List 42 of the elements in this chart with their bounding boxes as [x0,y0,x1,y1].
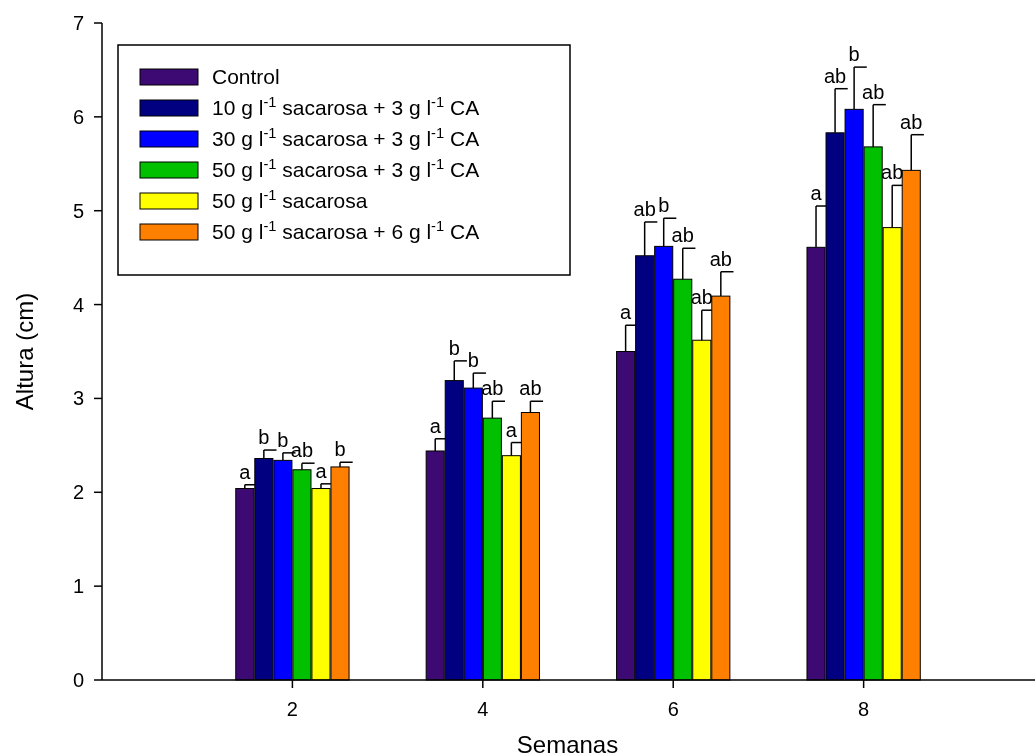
annotation: ab [633,197,656,220]
y-tick-label: 0 [72,669,84,691]
legend-label: 50 g l$^{-1}$ sacarosa [212,187,368,213]
annotation: ab [823,64,847,87]
x-tick-label: 8 [858,698,870,720]
annotation: b [258,426,270,449]
annotation: ab [290,439,314,462]
y-tick-label: 7 [72,12,84,34]
annotation: ab [481,377,504,400]
annotation: ab [671,224,694,247]
y-tick-label: 5 [72,199,84,222]
annotation: a [810,182,823,205]
legend-label: 50 g l$^{-1}$ sacarosa + 6 g l$^{-1}$ CA [212,218,480,244]
annotation: b [448,336,460,359]
y-axis-title: Altura (cm) [11,292,38,411]
legend-label: 30 g l$^{-1}$ sacarosa + 3 g l$^{-1}$ CA [212,125,480,151]
annotation: ab [900,110,923,133]
annotation: a [505,418,518,441]
annotation: b [334,438,346,461]
annotation: b [277,428,289,451]
y-tick-label: 1 [72,575,84,598]
x-tick-label: 6 [667,698,679,720]
annotation: b [467,349,479,372]
annotation: a [239,460,252,483]
annotation: b [658,194,670,217]
x-axis-title: Semanas [516,731,619,756]
legend-label: 10 g l$^{-1}$ sacarosa + 3 g l$^{-1}$ CA [212,94,480,120]
annotation: ab [862,80,885,103]
x-tick-label: 2 [286,698,298,720]
y-tick-label: 4 [72,293,84,316]
annotation: ab [519,377,542,400]
legend-label: Control [212,65,280,89]
x-tick-label: 4 [477,698,489,720]
annotation: b [848,43,860,66]
annotation: a [620,301,633,324]
annotation: ab [709,247,732,270]
annotation: a [315,459,328,482]
legend-label: 50 g l$^{-1}$ sacarosa + 3 g l$^{-1}$ CA [212,156,480,182]
annotation: a [429,414,442,437]
y-tick-label: 3 [72,387,84,410]
y-tick-label: 6 [72,105,84,128]
y-tick-label: 2 [72,481,84,504]
